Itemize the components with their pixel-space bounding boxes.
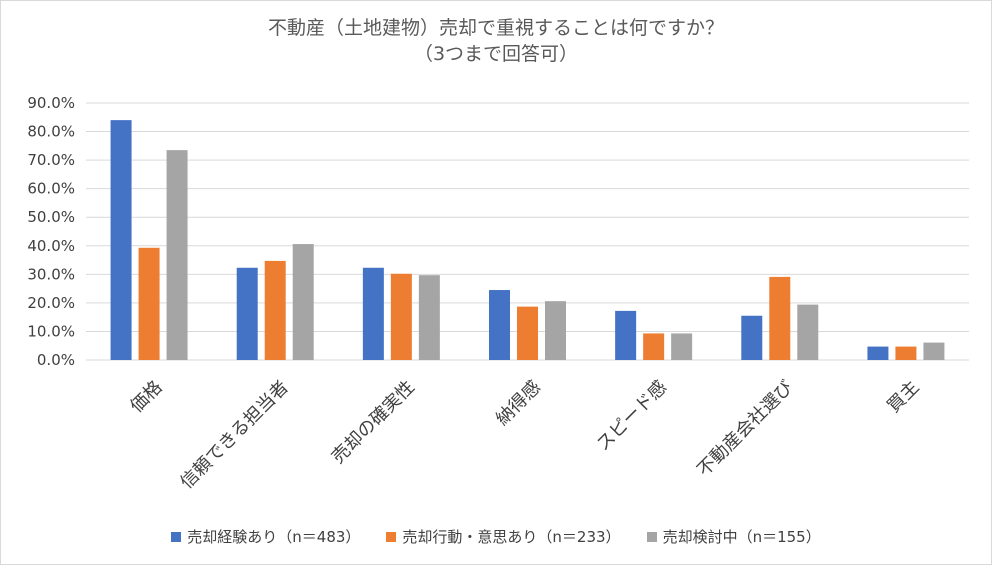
legend-label: 売却行動・意思あり（n＝233） <box>402 528 621 546</box>
x-category-label: 不動産会社選び <box>693 377 797 481</box>
y-tick-label: 40.0% <box>27 237 75 255</box>
y-tick-label: 30.0% <box>27 265 75 283</box>
bar <box>895 346 917 360</box>
legend-swatch <box>171 531 182 542</box>
y-tick-label: 50.0% <box>27 208 75 226</box>
bar <box>138 247 160 360</box>
bar <box>362 267 384 360</box>
legend-swatch <box>646 531 657 542</box>
x-category-label: 価格 <box>126 377 166 417</box>
chart-title: 不動産（土地建物）売却で重視することは何ですか？ <box>267 17 724 39</box>
x-category-label: 信頼できる担当者 <box>176 377 292 493</box>
bar <box>166 150 188 360</box>
bar <box>110 120 132 360</box>
y-tick-label: 90.0% <box>27 94 75 112</box>
bar <box>264 260 286 360</box>
bar <box>292 244 314 360</box>
y-tick-label: 10.0% <box>27 322 75 340</box>
bar <box>545 301 566 360</box>
y-tick-label: 20.0% <box>27 294 75 312</box>
y-tick-label: 80.0% <box>27 123 75 141</box>
x-category-label: スピード感 <box>593 377 671 455</box>
legend-label: 売却検討中（n＝155） <box>662 528 821 546</box>
bar <box>390 273 412 360</box>
bar <box>236 267 258 360</box>
y-tick-label: 60.0% <box>27 180 75 198</box>
bar <box>923 342 945 360</box>
x-category-label: 売却の確実性 <box>328 377 419 468</box>
bar <box>769 276 791 360</box>
chart-subtitle: （3つまで回答可） <box>413 43 579 65</box>
bar <box>643 333 665 360</box>
x-category-label: 納得感 <box>492 377 545 430</box>
bar <box>615 310 637 360</box>
legend-item: 売却経験あり（n＝483） <box>171 526 360 547</box>
bar <box>867 346 889 360</box>
chart-title-block: 不動産（土地建物）売却で重視することは何ですか？ （3つまで回答可） <box>1 15 991 67</box>
legend-item: 売却行動・意思あり（n＝233） <box>386 526 621 547</box>
legend-label: 売却経験あり（n＝483） <box>187 528 361 546</box>
chart-legend: 売却経験あり（n＝483） 売却行動・意思あり（n＝233） 売却検討中（n＝155… <box>1 526 991 547</box>
bar <box>517 306 538 360</box>
y-tick-label: 70.0% <box>27 151 75 169</box>
bar <box>741 315 763 360</box>
y-tick-label: 0.0% <box>37 351 75 369</box>
bar <box>671 333 693 360</box>
legend-item: 売却検討中（n＝155） <box>646 526 821 547</box>
x-category-label: 買主 <box>883 377 923 417</box>
bar <box>418 275 440 360</box>
legend-swatch <box>386 531 397 542</box>
bar <box>489 290 510 360</box>
bar <box>797 304 819 360</box>
